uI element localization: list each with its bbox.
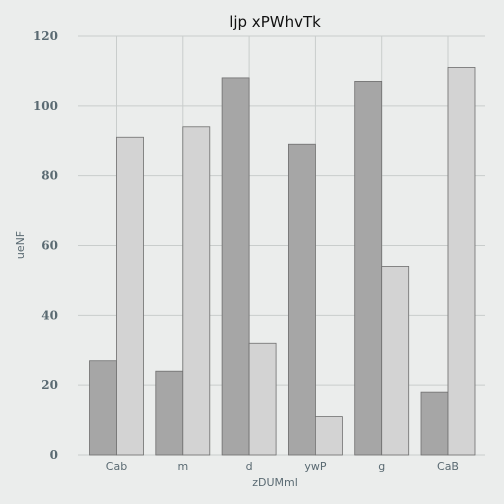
y-tick-label: 80	[41, 169, 58, 183]
bar-series-1	[287, 143, 316, 456]
x-tick-label: Cab	[106, 460, 127, 473]
y-tick-label: 60	[41, 239, 58, 253]
bar-series-1	[89, 360, 117, 456]
y-tick-label: 40	[41, 308, 58, 322]
chart-title: ljp xPWhvTk	[229, 13, 321, 31]
bar-series-1	[155, 370, 184, 456]
bar-series-1	[420, 391, 449, 456]
x-tick-label: CaB	[437, 460, 459, 473]
x-tick-label: g	[378, 460, 385, 473]
bar-series-2	[314, 416, 343, 456]
y-axis-label: ueNF	[14, 231, 27, 259]
y-tick-label: 100	[33, 99, 58, 113]
bar-series-2	[381, 266, 410, 456]
bars	[89, 67, 476, 456]
x-tick-label: m	[177, 460, 188, 473]
bar-series-2	[116, 136, 144, 456]
y-tick-label: 120	[33, 29, 58, 43]
bar-series-2	[182, 126, 211, 456]
bar-series-2	[248, 342, 277, 456]
y-tick-label: 0	[50, 448, 58, 462]
bar-series-2	[447, 67, 476, 456]
bar-series-1	[354, 80, 383, 456]
x-tick-label: ywP	[304, 460, 327, 473]
y-axis-ticks: 0 20 40 60 80 100 120	[33, 29, 58, 462]
x-axis-label: zDUMml	[252, 476, 298, 489]
y-tick-label: 20	[41, 378, 58, 392]
bar-series-1	[221, 77, 250, 456]
x-axis-ticks: Cab m d ywP g CaB	[106, 460, 459, 473]
x-tick-label: d	[246, 460, 253, 473]
